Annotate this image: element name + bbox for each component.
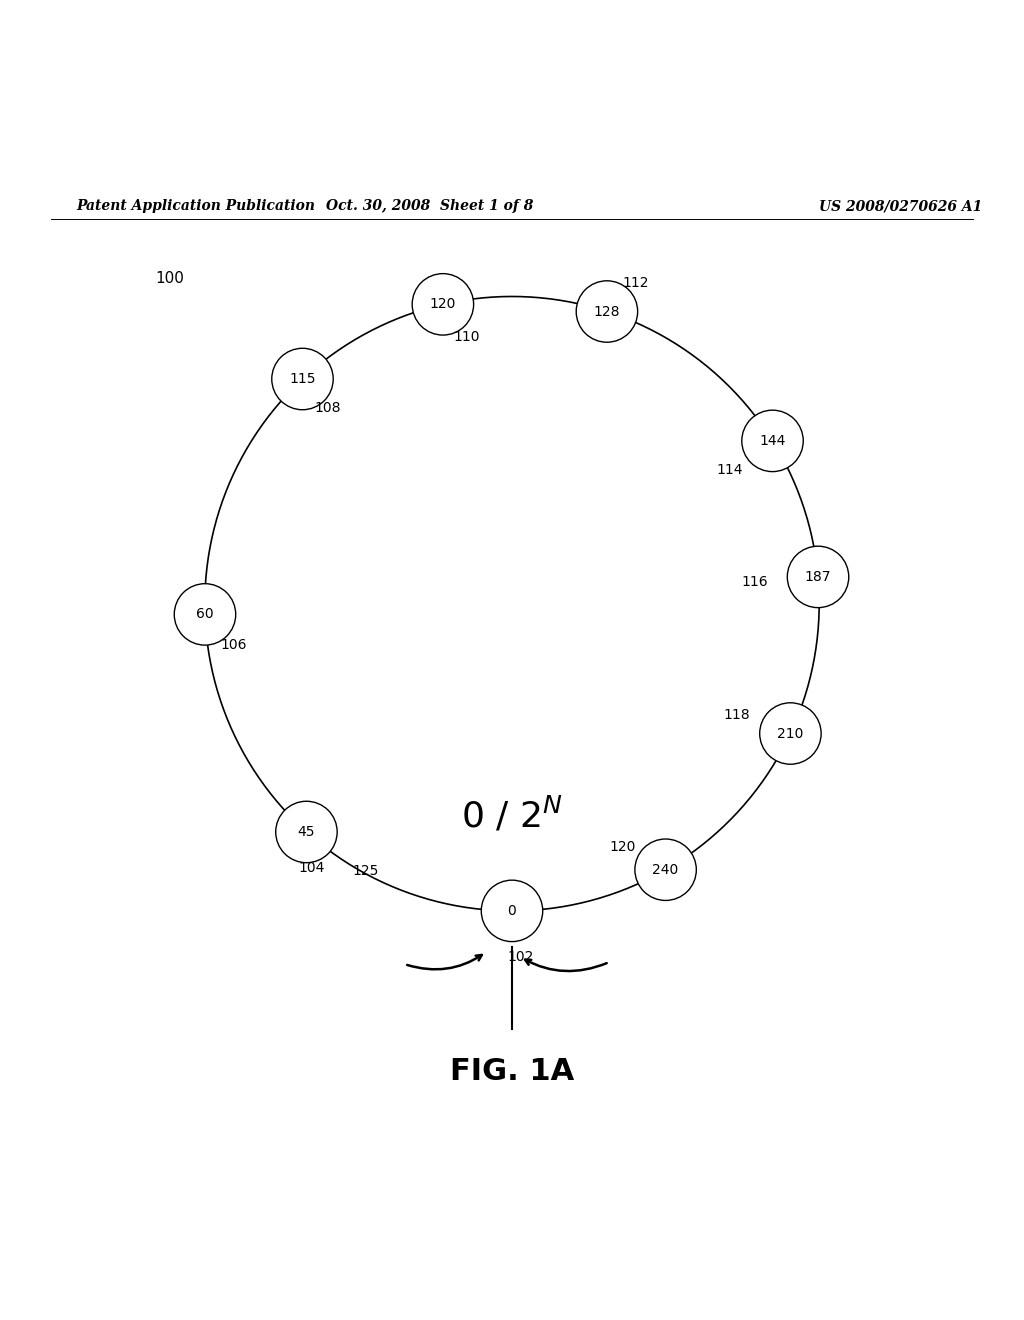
Text: 108: 108 xyxy=(314,401,341,414)
Circle shape xyxy=(413,273,474,335)
Text: US 2008/0270626 A1: US 2008/0270626 A1 xyxy=(819,199,983,214)
Text: 106: 106 xyxy=(220,638,247,652)
Text: 120: 120 xyxy=(609,841,636,854)
Text: FIG. 1A: FIG. 1A xyxy=(450,1056,574,1085)
Circle shape xyxy=(174,583,236,645)
Text: 102: 102 xyxy=(507,950,534,964)
Text: Patent Application Publication: Patent Application Publication xyxy=(77,199,315,214)
Text: 125: 125 xyxy=(352,865,379,878)
Text: 100: 100 xyxy=(155,271,184,286)
Text: 45: 45 xyxy=(298,825,315,840)
Text: Oct. 30, 2008  Sheet 1 of 8: Oct. 30, 2008 Sheet 1 of 8 xyxy=(327,199,534,214)
Text: 116: 116 xyxy=(741,576,768,589)
Circle shape xyxy=(481,880,543,941)
Circle shape xyxy=(275,801,337,863)
Text: 110: 110 xyxy=(454,330,479,345)
Circle shape xyxy=(760,702,821,764)
Circle shape xyxy=(741,411,803,471)
Circle shape xyxy=(787,546,849,607)
Text: 104: 104 xyxy=(298,861,325,875)
Text: 144: 144 xyxy=(760,434,785,447)
Circle shape xyxy=(635,840,696,900)
Text: $0\ /\ 2^N$: $0\ /\ 2^N$ xyxy=(461,796,563,834)
Text: 128: 128 xyxy=(594,305,621,318)
Text: 112: 112 xyxy=(623,276,649,290)
Text: 114: 114 xyxy=(716,462,742,477)
Text: 0: 0 xyxy=(508,904,516,917)
Text: 187: 187 xyxy=(805,570,831,583)
Text: 115: 115 xyxy=(289,372,315,385)
Text: 210: 210 xyxy=(777,726,804,741)
Text: 120: 120 xyxy=(430,297,456,312)
Circle shape xyxy=(271,348,333,409)
Text: 60: 60 xyxy=(197,607,214,622)
Circle shape xyxy=(577,281,638,342)
Text: 118: 118 xyxy=(724,708,751,722)
Text: 240: 240 xyxy=(652,863,679,876)
